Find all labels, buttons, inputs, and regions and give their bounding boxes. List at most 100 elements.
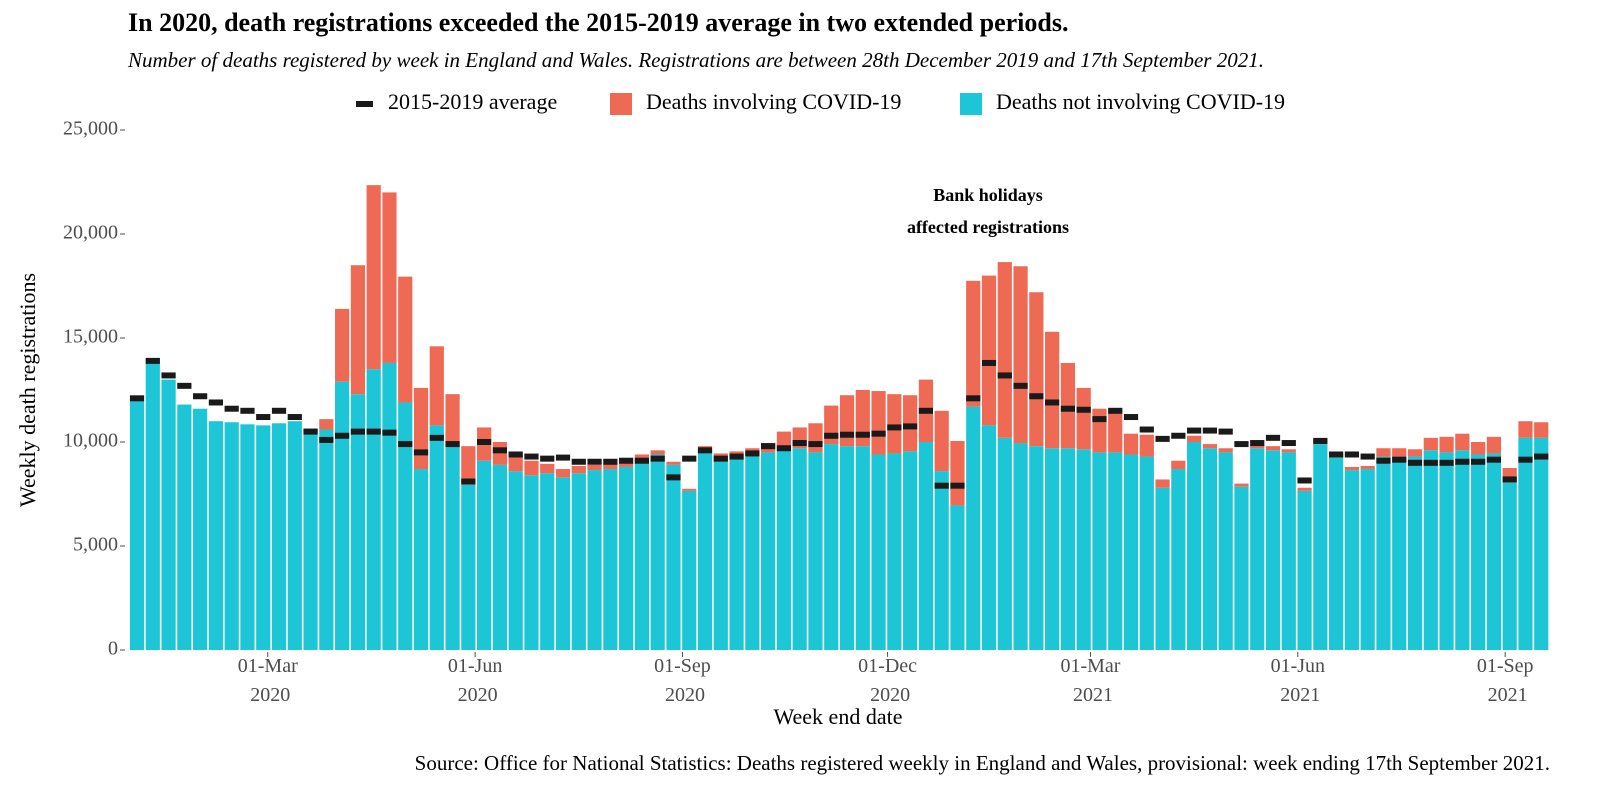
bar-segment (1139, 434, 1154, 457)
average-dash (918, 407, 934, 414)
average-dash (855, 431, 870, 438)
bar-segment (650, 450, 665, 455)
average-dash (966, 395, 981, 402)
bar-segment (335, 308, 350, 382)
x-tick-label: 01-Jun 2021 (1271, 655, 1325, 706)
bar-segment (445, 446, 460, 650)
bar-segment (903, 451, 918, 650)
bar-segment (1265, 450, 1281, 650)
annotation: affected registrations (907, 217, 1069, 237)
average-dash (839, 431, 855, 438)
bar-segment (177, 404, 192, 650)
bar-segment (1060, 448, 1076, 650)
bar-segment (682, 488, 697, 491)
y-tick-label: 15,000 (63, 326, 118, 348)
bar-segment (461, 484, 476, 650)
bar-segment (650, 454, 665, 650)
bar-segment (808, 423, 823, 453)
bar-segment (366, 369, 381, 650)
x-tick-label: 01-Dec 2020 (858, 655, 917, 706)
bar-segment (1155, 479, 1170, 488)
bar-segment (745, 454, 760, 650)
average-dash (887, 424, 902, 431)
average-dash (903, 423, 918, 430)
bar-segment (540, 473, 555, 650)
bar-segment (508, 471, 523, 650)
bar-segment (1187, 442, 1202, 650)
bar-segment (1171, 460, 1186, 470)
bar-segment (1423, 450, 1438, 650)
average-dash (1234, 441, 1249, 448)
y-axis-label: Weekly death registrations (15, 273, 40, 507)
average-dash (429, 434, 444, 441)
bar-segment (1108, 452, 1123, 650)
average-dash (1329, 451, 1344, 458)
bar-segment (1045, 331, 1060, 449)
bar-segment (619, 462, 634, 467)
bar-segment (398, 402, 413, 650)
average-dash (1407, 459, 1423, 466)
bar-segment (240, 424, 255, 650)
bar-segment (1313, 444, 1328, 650)
bar-segment (429, 425, 444, 650)
average-dash (1455, 458, 1470, 465)
bar-segment (1218, 452, 1233, 650)
bar-segment (193, 408, 208, 650)
legend-icon (610, 93, 632, 115)
bar-segment (950, 440, 965, 506)
bar-segment (1423, 437, 1438, 451)
average-dash (1108, 407, 1123, 414)
average-dash (177, 382, 192, 389)
bar-segment (981, 425, 997, 650)
average-dash (776, 445, 792, 452)
average-dash (161, 372, 176, 379)
average-dash (1486, 456, 1502, 463)
bar-segment (761, 452, 776, 650)
average-dash (240, 407, 255, 414)
bar-segment (839, 446, 855, 650)
bar-segment (571, 473, 586, 650)
average-dash (129, 395, 145, 402)
bar-segment (1202, 444, 1218, 449)
bar-segment (997, 437, 1012, 650)
average-dash (1344, 451, 1360, 458)
legend-icon (356, 101, 373, 107)
bar-segment (1155, 487, 1170, 650)
bar-segment (1376, 456, 1391, 650)
bar-segment (413, 387, 429, 470)
bar-segment (350, 265, 366, 395)
average-dash (650, 455, 665, 462)
bar-segment (1234, 486, 1249, 650)
x-tick-label: 01-Sep 2020 (654, 655, 711, 706)
average-dash (271, 407, 287, 414)
bar-segment (1455, 433, 1470, 451)
bar-segment (1045, 448, 1060, 650)
bar-segment (871, 391, 886, 455)
bar-segment (382, 192, 397, 363)
annotation: Bank holidays (933, 185, 1043, 205)
average-dash (445, 441, 460, 448)
bar-segment (1360, 465, 1375, 470)
bar-segment (792, 448, 807, 650)
bar-segment (319, 419, 334, 430)
bar-segment (776, 450, 792, 650)
y-tick-label: 20,000 (63, 222, 118, 244)
average-dash (1502, 476, 1517, 483)
bar-segment (1076, 387, 1091, 450)
bar-segment (855, 446, 870, 650)
bar-segment (1029, 446, 1044, 650)
average-dash (571, 458, 586, 465)
legend-icon (960, 93, 982, 115)
average-dash (382, 429, 397, 436)
average-dash (1123, 414, 1139, 421)
bar-segment (413, 469, 429, 650)
y-tick-label: 10,000 (63, 430, 118, 452)
x-tick-label: 01-Sep 2021 (1477, 655, 1534, 706)
average-dash (208, 399, 224, 406)
average-dash (555, 454, 571, 461)
bar-segment (1265, 446, 1281, 451)
bar-segment (1439, 452, 1454, 650)
bar-segment (697, 446, 713, 449)
average-dash (1139, 426, 1154, 433)
bar-segment (855, 390, 870, 447)
